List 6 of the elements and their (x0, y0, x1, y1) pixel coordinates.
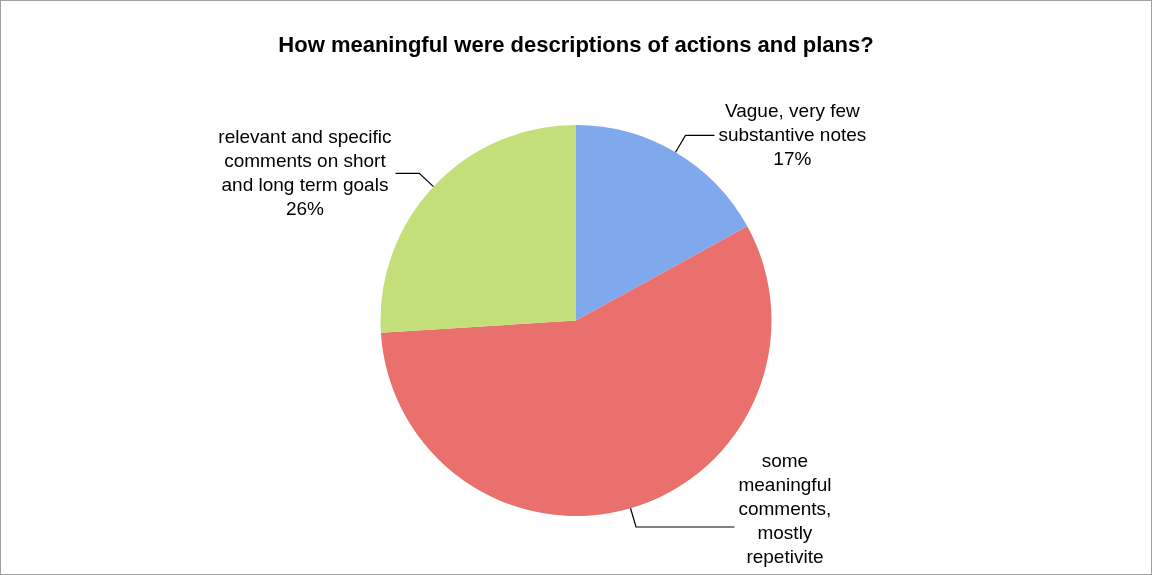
slice-label: relevant and specific comments on short and long term goals (218, 125, 392, 195)
data-label: 17% (773, 147, 812, 169)
slice-label: some meaningful comments, mostly repetivite (738, 450, 832, 568)
chart-title: How meaningful were descriptions of actions and plans? (278, 32, 874, 58)
data-label: 26% (285, 197, 325, 219)
slice-label: Vague, very few substantive notes (718, 99, 867, 145)
